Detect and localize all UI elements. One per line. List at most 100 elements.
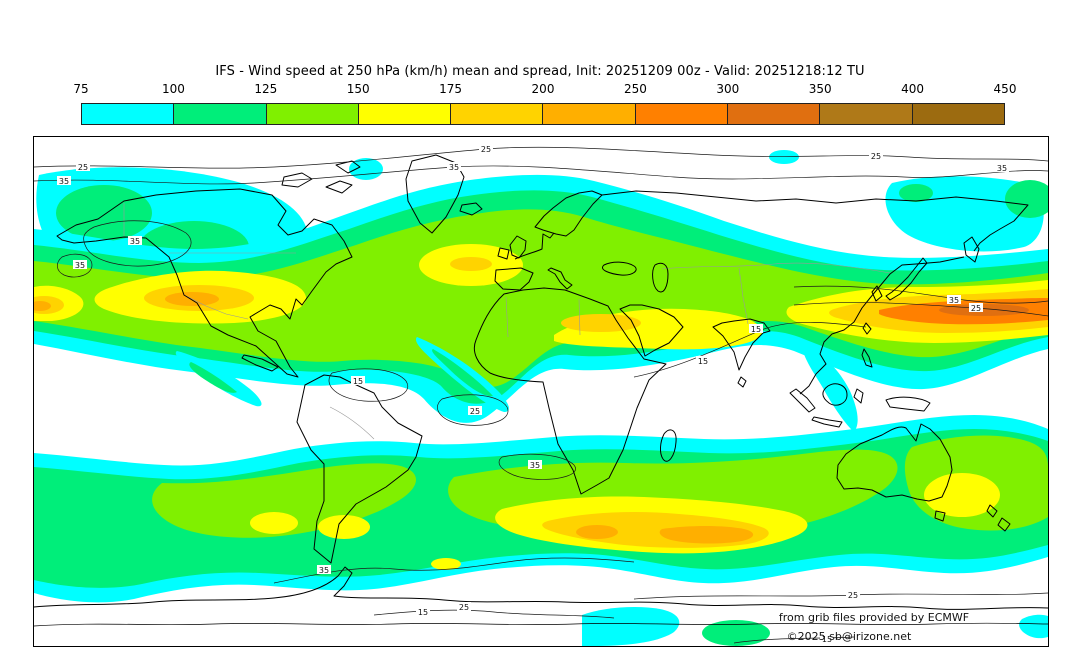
colorbar-segment xyxy=(634,104,728,124)
coastline-antarctica-inner xyxy=(34,622,1048,627)
coastline-antarctica xyxy=(34,566,1048,610)
wind-speed-fills xyxy=(34,150,1048,646)
spread-contours xyxy=(34,146,1048,644)
coastline-asia-north xyxy=(601,190,1029,252)
contour-label: 15 xyxy=(698,357,708,366)
colorbar-segment xyxy=(82,104,174,124)
coastline-caspian-sea xyxy=(652,262,669,293)
fill-jet-core-mideast-gold xyxy=(561,314,641,332)
border-line xyxy=(329,406,375,440)
colorbar-tick: 450 xyxy=(993,82,1017,96)
contour-label-box xyxy=(73,260,87,269)
contour-label: 35 xyxy=(130,237,140,246)
contour-label: 25 xyxy=(459,603,469,612)
contour-label: 35 xyxy=(59,177,69,186)
contour-label: 35 xyxy=(75,261,85,270)
fill-south-core-orange xyxy=(576,525,618,539)
colorbar-tick: 125 xyxy=(254,82,278,96)
coastline-uk xyxy=(509,235,527,259)
contour-label-box xyxy=(468,406,482,415)
spread-contour-line xyxy=(633,321,867,378)
spread-contour-line xyxy=(373,609,615,619)
contour-label-box xyxy=(416,607,430,616)
coastline-sri-lanka xyxy=(737,376,747,388)
colorbar-tick: 250 xyxy=(623,82,647,96)
coastline-ireland xyxy=(497,247,510,260)
colorbar-tick: 300 xyxy=(716,82,740,96)
coastline-sulawesi xyxy=(853,388,864,404)
fill-polar-canada-green xyxy=(56,185,152,241)
fill-south-yellow-right xyxy=(924,473,1000,517)
spread-contour-line xyxy=(273,557,635,584)
fill-polar-siberia-green xyxy=(1005,180,1048,218)
colorbar-tick: 200 xyxy=(531,82,555,96)
contour-label: 15 xyxy=(751,325,761,334)
colorbar-tick: 100 xyxy=(161,82,185,96)
coastline-australia xyxy=(836,423,953,502)
coastline-new-zealand xyxy=(986,504,1011,532)
coastline-iberia xyxy=(494,267,534,291)
coastline-north-america xyxy=(56,188,353,378)
coastline-taiwan xyxy=(862,322,872,335)
fill-atlantic-streak-green xyxy=(189,362,237,393)
contour-label: 25 xyxy=(481,145,491,154)
spread-contour-line xyxy=(328,368,409,402)
fill-south-yellow-spot xyxy=(318,515,370,539)
contour-label: 25 xyxy=(848,591,858,600)
coastline-sumatra xyxy=(789,388,816,413)
contour-label: 25 xyxy=(470,407,480,416)
contour-label-box xyxy=(696,356,710,365)
contour-label: 35 xyxy=(449,163,459,172)
attribution-source: from grib files provided by ECMWF xyxy=(779,611,969,624)
spread-contour-line xyxy=(498,453,576,480)
coastline-borneo xyxy=(822,383,848,406)
contour-label-box xyxy=(479,144,493,153)
contour-label: 15 xyxy=(418,608,428,617)
contour-label: 35 xyxy=(949,296,959,305)
fill-north-band-chartreuse xyxy=(34,209,1048,388)
spread-contour-line xyxy=(633,592,1048,600)
spread-contour-labels: 25 35 35 35 25 35 25 35 15 25 15 15 35 2… xyxy=(57,144,1009,644)
chart-title: IFS - Wind speed at 250 hPa (km/h) mean … xyxy=(215,64,865,79)
colorbar-segment xyxy=(727,104,820,124)
contour-label: 15 xyxy=(353,377,363,386)
contour-label: 25 xyxy=(971,304,981,313)
contour-label-box xyxy=(447,162,461,171)
coastline-scandinavia xyxy=(534,190,603,237)
spread-contour-line xyxy=(34,146,1048,169)
contour-label: 15 xyxy=(822,635,832,644)
coastline-africa xyxy=(473,287,667,495)
contour-label-box xyxy=(351,376,365,385)
coastline-kamchatka xyxy=(963,236,980,263)
fill-jet-core-leftedge-orange xyxy=(34,301,51,311)
coastline-italy xyxy=(547,267,573,290)
map-frame: 25 35 35 35 25 35 25 35 15 25 15 15 35 2… xyxy=(33,136,1049,647)
colorbar-tick: 175 xyxy=(439,82,463,96)
contour-label-box xyxy=(995,163,1009,172)
spread-contour-line xyxy=(57,253,93,278)
attribution-copyright: ©2025 sb@irizone.net xyxy=(787,630,912,643)
fill-polar-siberia-green xyxy=(899,184,933,202)
fill-south-yellow-spot xyxy=(431,558,461,570)
border-line xyxy=(183,294,249,320)
coastline-philippines xyxy=(861,348,873,368)
border-line xyxy=(505,296,509,338)
colorbar-segment xyxy=(450,104,543,124)
colorbar xyxy=(81,103,1005,125)
fill-antarctic-cyan xyxy=(582,607,680,646)
coastline-korea xyxy=(871,285,883,302)
coastlines xyxy=(34,154,1048,627)
country-borders xyxy=(123,203,891,440)
border-line xyxy=(578,298,581,336)
contour-label: 35 xyxy=(319,566,329,575)
border-line xyxy=(661,262,891,274)
coastline-arctic-islands xyxy=(281,160,361,194)
spread-contour-line xyxy=(83,220,192,267)
coastline-black-sea xyxy=(602,261,637,276)
contour-label: 35 xyxy=(530,461,540,470)
fill-antarctic-cyan xyxy=(1019,614,1048,639)
colorbar-tick-row: 75 100 125 150 175 200 250 300 350 400 4… xyxy=(73,82,1016,97)
colorbar-tick: 75 xyxy=(73,82,89,96)
contour-label: 25 xyxy=(871,152,881,161)
